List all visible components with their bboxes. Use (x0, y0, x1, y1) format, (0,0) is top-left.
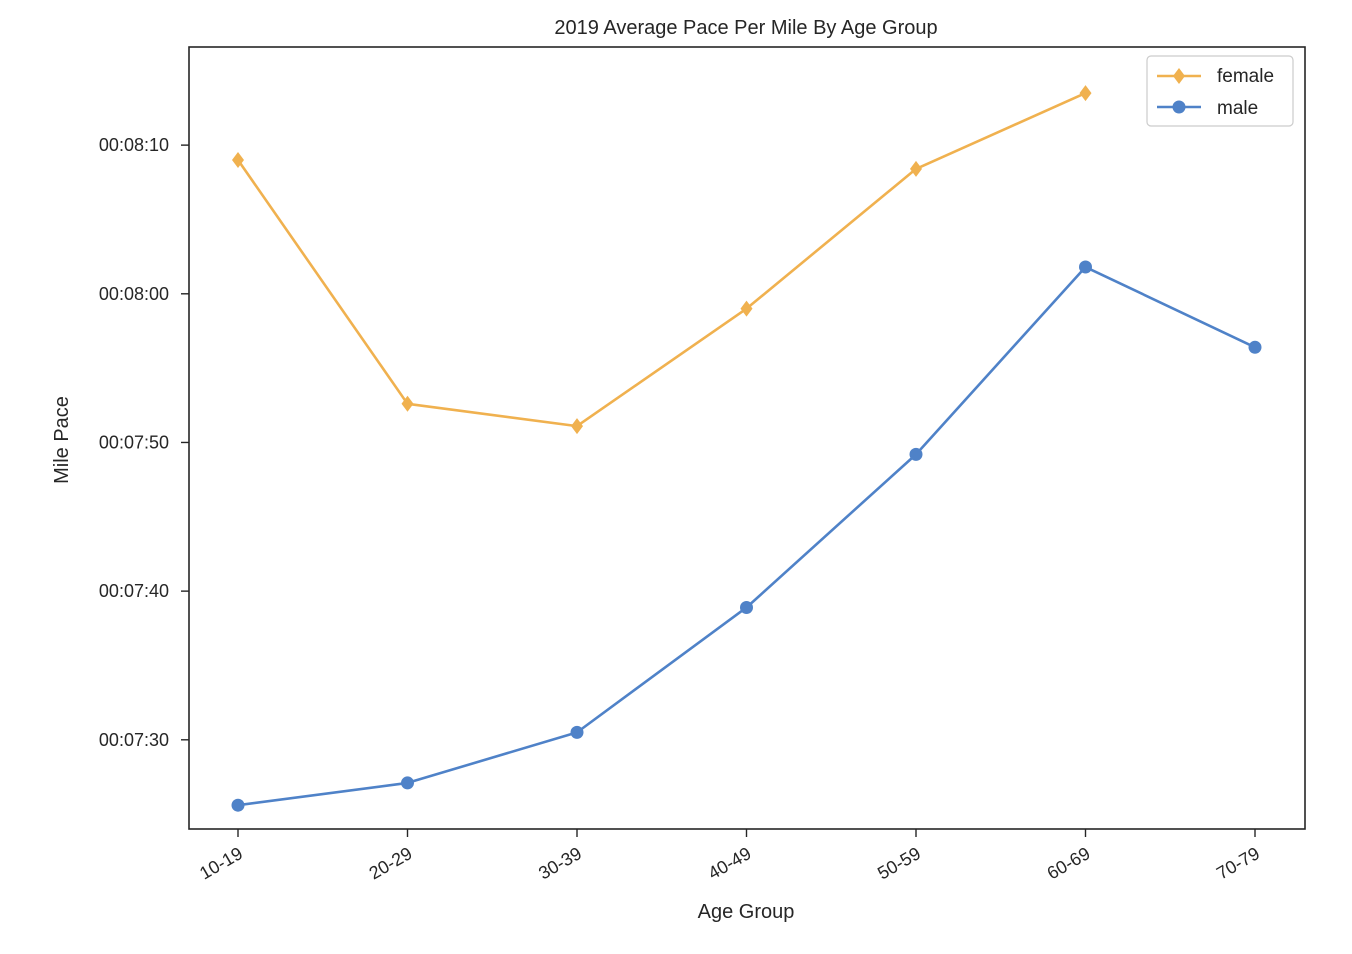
male-point-50-59 (909, 447, 923, 461)
female-point-10-19 (232, 151, 244, 168)
y-tick-label-2: 00:07:50 (99, 432, 169, 452)
female-point-40-49 (740, 300, 753, 317)
series-layer (231, 85, 1262, 812)
male-point-40-49 (740, 600, 753, 614)
y-tick-label-0: 00:07:30 (99, 730, 169, 750)
series-female (232, 85, 1092, 435)
female-point-30-39 (571, 418, 583, 435)
female-point-60-69 (1079, 85, 1092, 102)
series-line-female (236, 91, 1087, 428)
y-tick-label-4: 00:08:10 (99, 135, 169, 155)
legend-male-label: male (1217, 98, 1258, 119)
y-axis-label: Mile Pace (51, 396, 73, 484)
y-tick-label-1: 00:07:40 (99, 581, 169, 601)
male-point-10-19 (231, 798, 245, 812)
chart-title: 2019 Average Pace Per Mile By Age Group (554, 17, 937, 39)
legend-male-marker (1172, 100, 1186, 114)
series-male (231, 260, 1262, 812)
y-tick-label-3: 00:08:00 (99, 284, 169, 304)
legend: female male (1146, 55, 1294, 127)
male-point-20-29 (401, 776, 414, 790)
male-point-70-79 (1248, 340, 1262, 354)
x-axis-label: Age Group (698, 901, 795, 923)
legend-female-label: female (1217, 66, 1274, 87)
female-point-20-29 (401, 395, 414, 412)
legend-female-marker (1173, 68, 1185, 84)
plot-area-frame (188, 46, 1306, 830)
male-point-60-69 (1079, 260, 1092, 274)
female-point-50-59 (910, 160, 922, 177)
y-axis-ticks: 00:07:30 00:07:40 00:07:50 00:08:00 00:08:10 (99, 135, 189, 750)
male-point-30-39 (570, 725, 584, 739)
